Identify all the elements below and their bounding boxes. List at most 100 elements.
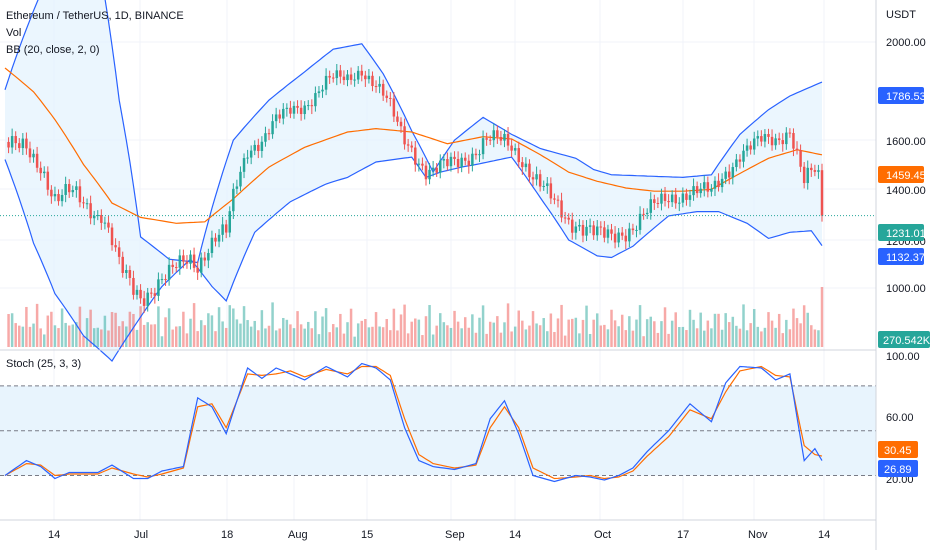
- volume-bar: [353, 336, 356, 347]
- volume-bar: [492, 322, 496, 347]
- volume-bar: [346, 322, 349, 347]
- volume-bar: [381, 327, 385, 347]
- candle: [556, 195, 560, 208]
- volume-bar: [96, 327, 100, 347]
- candle: [307, 100, 310, 111]
- candle: [649, 192, 652, 220]
- candle: [745, 138, 749, 157]
- stoch-d-line: [4, 365, 823, 480]
- candle: [642, 208, 645, 220]
- candle: [60, 189, 64, 207]
- volume-bar: [321, 316, 324, 347]
- candle: [628, 222, 631, 248]
- candle: [157, 272, 160, 302]
- volume-bar: [82, 335, 85, 347]
- candle: [96, 210, 100, 221]
- stoch-legend[interactable]: Stoch (25, 3, 3): [6, 358, 82, 370]
- volume-bar: [635, 319, 638, 347]
- volume-bar: [349, 308, 353, 347]
- candle: [57, 189, 60, 206]
- candle: [770, 129, 774, 151]
- volume-bar: [663, 307, 667, 347]
- candle: [767, 128, 770, 144]
- volume-bar: [795, 318, 799, 347]
- candle: [389, 91, 392, 107]
- time-axis-label: 18: [221, 529, 233, 541]
- candle: [160, 273, 164, 285]
- candle: [442, 154, 446, 169]
- candle: [752, 131, 756, 155]
- volume-bar: [264, 328, 267, 347]
- volume-bar: [810, 325, 813, 347]
- volume-bar: [228, 305, 232, 347]
- candle: [535, 166, 538, 186]
- volume-bar: [699, 312, 702, 347]
- volume-bar: [210, 315, 214, 347]
- volume-bar: [135, 329, 139, 347]
- candle: [424, 161, 428, 186]
- symbol-legend[interactable]: Ethereum / TetherUS, 1D, BINANCE: [6, 10, 184, 22]
- candle: [749, 141, 752, 155]
- volume-bar: [75, 322, 78, 347]
- candle: [727, 164, 731, 185]
- stoch-k-badge: 26.89: [878, 460, 918, 477]
- candle: [460, 153, 463, 173]
- candle: [521, 157, 524, 175]
- candle: [196, 261, 199, 280]
- candle: [488, 135, 492, 145]
- volume-bar: [531, 311, 535, 347]
- volume-bar: [688, 309, 692, 347]
- candle: [228, 206, 232, 238]
- candle: [528, 159, 531, 183]
- candle: [221, 216, 224, 242]
- volume-bar: [574, 317, 578, 347]
- volume-bar: [628, 316, 631, 347]
- volume-legend[interactable]: Vol: [6, 27, 22, 39]
- candle: [692, 178, 695, 201]
- volume-bar: [453, 310, 456, 347]
- volume-bar: [389, 330, 392, 347]
- volume-bar: [546, 331, 549, 347]
- volume-bar: [60, 308, 64, 347]
- candle: [392, 92, 396, 123]
- candle: [353, 72, 356, 87]
- candle: [107, 215, 110, 233]
- candle: [396, 111, 399, 127]
- candle: [89, 195, 92, 225]
- volume-bar: [424, 316, 428, 347]
- time-axis-label: Aug: [288, 529, 308, 541]
- volume-bar: [410, 321, 413, 347]
- candle: [524, 157, 528, 172]
- volume-bar: [67, 325, 71, 347]
- volume-bar: [271, 302, 274, 347]
- candle: [720, 173, 724, 193]
- candle: [271, 114, 274, 139]
- volume-bar: [431, 334, 435, 347]
- candle: [232, 183, 235, 220]
- candle: [135, 285, 139, 300]
- candle: [563, 211, 567, 224]
- volume-bar: [599, 325, 603, 347]
- volume-bar: [478, 317, 481, 347]
- bb-upper-badge: 1786.53: [878, 87, 926, 104]
- volume-bar: [125, 326, 128, 347]
- candle: [153, 287, 157, 304]
- volume-bar: [199, 320, 203, 347]
- volume-bar: [46, 315, 50, 347]
- candle: [756, 130, 760, 147]
- bollinger-legend[interactable]: BB (20, close, 2, 0): [6, 44, 100, 56]
- candle: [449, 152, 453, 172]
- candle: [435, 163, 438, 177]
- svg-text:1231.01: 1231.01: [886, 228, 926, 240]
- candle: [463, 152, 467, 166]
- candle: [581, 220, 585, 243]
- volume-bar: [307, 321, 310, 347]
- volume-bar: [717, 313, 720, 347]
- volume-bar: [670, 320, 674, 347]
- candle: [385, 90, 388, 103]
- stoch-band-background: [0, 385, 876, 477]
- candle: [695, 181, 699, 198]
- time-axis-label: 15: [361, 529, 373, 541]
- volume-bar: [132, 313, 135, 347]
